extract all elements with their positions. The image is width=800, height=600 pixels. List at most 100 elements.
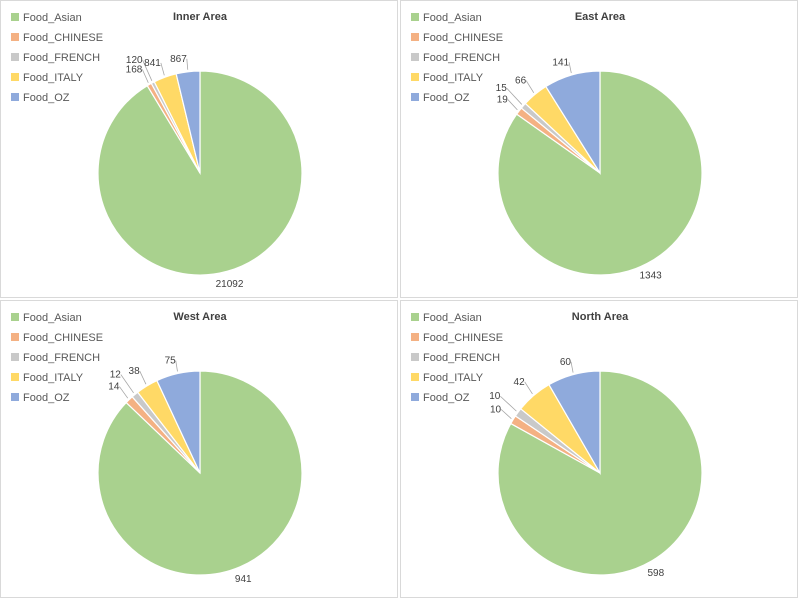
chart-title: Inner Area <box>173 11 228 23</box>
east-area-chart-panel: East Area Food_Asian Food_CHINESE Food_FRE… <box>400 0 798 298</box>
legend: Food_Asian Food_CHINESE Food_FRENCH Food_IT… <box>11 12 103 104</box>
data-label-food-asian: 1343 <box>639 271 662 282</box>
leader-line <box>570 361 574 373</box>
pie: 598 10 10 42 60 <box>489 357 703 579</box>
leader-line <box>186 58 189 70</box>
data-label-food-chinese: 14 <box>108 382 120 393</box>
legend-label: Food_FRENCH <box>423 352 500 364</box>
data-label-food-french: 15 <box>496 83 508 94</box>
legend-label: Food_ITALY <box>423 72 484 84</box>
data-label-food-oz: 60 <box>560 357 572 368</box>
west-area-pie-svg: West Area Food_Asian Food_CHINESE Food_FRE… <box>11 311 303 585</box>
pie-slice-food-asian <box>497 370 703 576</box>
data-label-food-french: 120 <box>126 55 143 66</box>
data-label-food-italy: 66 <box>515 76 527 87</box>
data-label-food-asian: 941 <box>235 574 252 585</box>
legend-label: Food_Asian <box>423 312 482 324</box>
leader-line <box>500 395 517 412</box>
leader-line <box>120 374 134 394</box>
data-label-food-asian: 21092 <box>216 279 244 290</box>
pie-slice-food-oz <box>156 370 201 474</box>
legend-swatch-food-oz <box>11 93 19 101</box>
pie-slice-food-oz <box>175 70 201 174</box>
data-label-food-asian: 598 <box>647 568 664 579</box>
legend-label: Food_OZ <box>423 392 470 404</box>
legend-label: Food_CHINESE <box>23 332 103 344</box>
leader-line <box>524 381 533 395</box>
legend-label: Food_FRENCH <box>23 52 100 64</box>
data-label-food-italy: 38 <box>129 366 141 377</box>
inner-area-pie-svg: Inner Area Food_Asian Food_CHINESE Food_FR… <box>11 11 303 290</box>
legend-swatch-food-asian <box>11 13 19 21</box>
legend-swatch-food-chinese <box>11 33 19 41</box>
legend-swatch-food-italy <box>11 73 19 81</box>
leader-line <box>506 87 523 105</box>
east-area-pie-svg: East Area Food_Asian Food_CHINESE Food_FRE… <box>411 11 703 282</box>
legend-swatch-food-french <box>411 53 419 61</box>
chart-title: East Area <box>575 11 626 23</box>
legend-swatch-food-asian <box>411 13 419 21</box>
leader-line <box>525 80 535 94</box>
legend-label: Food_CHINESE <box>423 332 503 344</box>
legend-swatch-food-oz <box>11 393 19 401</box>
legend: Food_Asian Food_CHINESE Food_FRENCH Food_IT… <box>411 12 503 104</box>
legend-swatch-food-chinese <box>11 333 19 341</box>
legend: Food_Asian Food_CHINESE Food_FRENCH Food_IT… <box>11 312 103 404</box>
legend-swatch-food-french <box>11 53 19 61</box>
leader-line <box>175 360 178 372</box>
chart-title: North Area <box>572 311 629 323</box>
leader-line <box>139 370 147 385</box>
legend-swatch-food-italy <box>411 73 419 81</box>
legend-swatch-food-italy <box>11 373 19 381</box>
legend-swatch-food-french <box>11 353 19 361</box>
legend-swatch-food-chinese <box>411 333 419 341</box>
north-area-pie-svg: North Area Food_Asian Food_CHINESE Food_FR… <box>411 311 703 579</box>
data-label-food-oz: 75 <box>165 356 177 367</box>
leader-line <box>568 62 572 74</box>
legend-label: Food_Asian <box>23 12 82 24</box>
inner-area-chart-panel: Inner Area Food_Asian Food_CHINESE Food_FR… <box>0 0 398 298</box>
legend-label: Food_Asian <box>23 312 82 324</box>
data-label-food-french: 10 <box>489 391 501 402</box>
leader-line <box>119 386 129 399</box>
leader-line <box>507 99 518 111</box>
leader-line <box>500 409 512 419</box>
legend-swatch-food-french <box>411 353 419 361</box>
data-label-food-chinese: 19 <box>497 95 509 106</box>
data-label-food-chinese: 168 <box>126 64 143 75</box>
legend: Food_Asian Food_CHINESE Food_FRENCH Food_IT… <box>411 312 503 404</box>
legend-label: Food_ITALY <box>23 372 84 384</box>
leader-line <box>160 62 165 76</box>
pie-slice-food-oz <box>545 70 601 176</box>
legend-label: Food_OZ <box>423 92 470 104</box>
data-label-food-italy: 841 <box>144 58 161 69</box>
data-label-food-chinese: 10 <box>490 404 502 415</box>
legend-label: Food_OZ <box>23 392 70 404</box>
legend-swatch-food-italy <box>411 373 419 381</box>
west-area-chart-panel: West Area Food_Asian Food_CHINESE Food_FRE… <box>0 300 398 598</box>
legend-swatch-food-asian <box>411 313 419 321</box>
data-label-food-italy: 42 <box>514 377 526 388</box>
legend-swatch-food-oz <box>411 393 419 401</box>
legend-label: Food_FRENCH <box>423 52 500 64</box>
legend-label: Food_CHINESE <box>423 32 503 44</box>
legend-swatch-food-asian <box>11 313 19 321</box>
pie-slice-food-oz <box>548 370 601 476</box>
legend-swatch-food-oz <box>411 93 419 101</box>
legend-label: Food_OZ <box>23 92 70 104</box>
data-label-food-oz: 867 <box>170 54 187 65</box>
legend-swatch-food-chinese <box>411 33 419 41</box>
data-label-food-french: 12 <box>110 370 122 381</box>
legend-label: Food_ITALY <box>423 372 484 384</box>
north-area-chart-panel: North Area Food_Asian Food_CHINESE Food_FR… <box>400 300 798 598</box>
chart-title: West Area <box>173 311 227 323</box>
legend-label: Food_FRENCH <box>23 352 100 364</box>
legend-label: Food_ITALY <box>23 72 84 84</box>
legend-label: Food_CHINESE <box>23 32 103 44</box>
data-label-food-oz: 141 <box>552 57 569 68</box>
leader-line <box>141 69 149 83</box>
